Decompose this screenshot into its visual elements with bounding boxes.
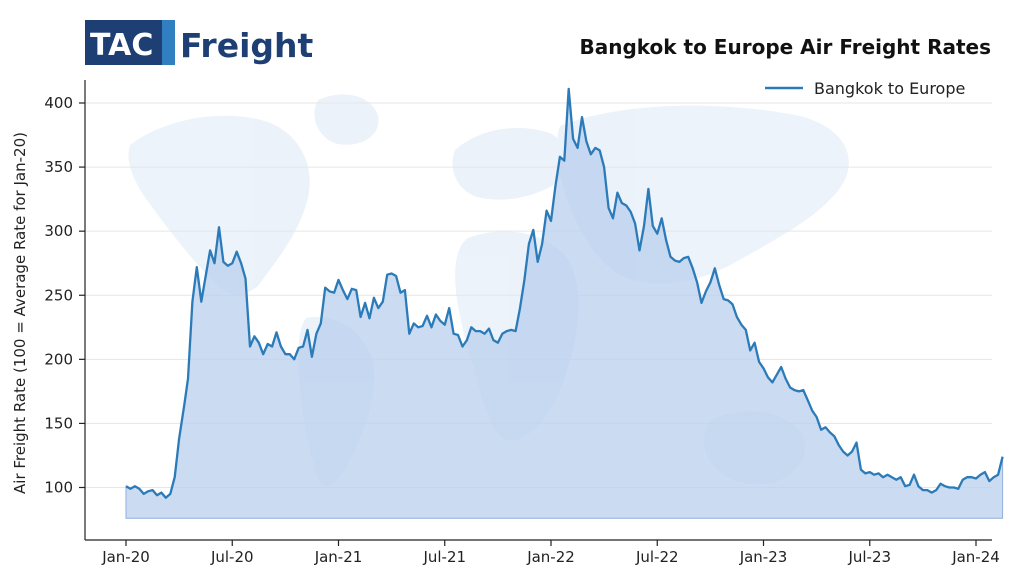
chart-title: Bangkok to Europe Air Freight Rates	[579, 35, 991, 59]
x-tick-label: Jan-21	[314, 548, 363, 566]
legend-label: Bangkok to Europe	[814, 79, 965, 98]
x-tick-label: Jul-20	[210, 548, 254, 566]
logo-box	[85, 20, 175, 65]
x-tick-label: Jan-22	[526, 548, 575, 566]
y-axis-ticks: 100 150 200 250 300 350 400	[44, 94, 85, 497]
tac-freight-logo: TAC Freight	[85, 20, 314, 65]
map-greenland	[314, 94, 379, 145]
y-tick-label: 100	[44, 479, 73, 497]
map-north-america	[128, 115, 310, 295]
series-area-layer	[125, 87, 1004, 519]
map-europe	[452, 127, 565, 200]
axes	[84, 80, 992, 541]
logo-tac: TAC	[90, 28, 153, 63]
x-tick-label: Jan-23	[739, 548, 788, 566]
logo-accent	[162, 20, 175, 65]
x-tick-label: Jul-23	[847, 548, 891, 566]
x-tick-label: Jan-24	[951, 548, 1000, 566]
x-tick-label: Jul-21	[422, 548, 466, 566]
legend: Bangkok to Europe	[765, 79, 965, 98]
y-tick-label: 200	[44, 350, 73, 368]
series-line-bangkok-to-europe	[125, 87, 1004, 499]
y-axis-title: Air Freight Rate (100 = Average Rate for…	[11, 132, 29, 494]
y-tick-label: 300	[44, 222, 73, 240]
logo-freight: Freight	[180, 26, 314, 65]
x-tick-label: Jul-22	[635, 548, 679, 566]
x-tick-label: Jan-20	[101, 548, 150, 566]
x-axis-ticks: Jan-20 Jul-20 Jan-21 Jul-21 Jan-22 Jul-22 Jan-…	[101, 540, 1000, 566]
y-tick-label: 250	[44, 286, 73, 304]
y-tick-label: 400	[44, 94, 73, 112]
y-tick-label: 150	[44, 414, 73, 432]
y-tick-label: 350	[44, 158, 73, 176]
